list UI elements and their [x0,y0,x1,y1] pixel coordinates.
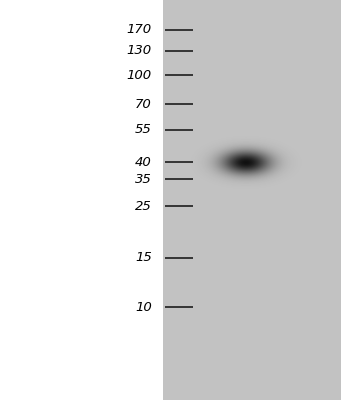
Text: 25: 25 [135,200,152,212]
Bar [163,0,341,400]
Text: 70: 70 [135,98,152,111]
Text: 10: 10 [135,301,152,314]
Text: 15: 15 [135,251,152,264]
Text: 55: 55 [135,123,152,136]
Text: 170: 170 [127,23,152,36]
Text: 130: 130 [127,44,152,57]
Text: 35: 35 [135,173,152,186]
Text: 100: 100 [127,69,152,82]
Text: 40: 40 [135,156,152,168]
